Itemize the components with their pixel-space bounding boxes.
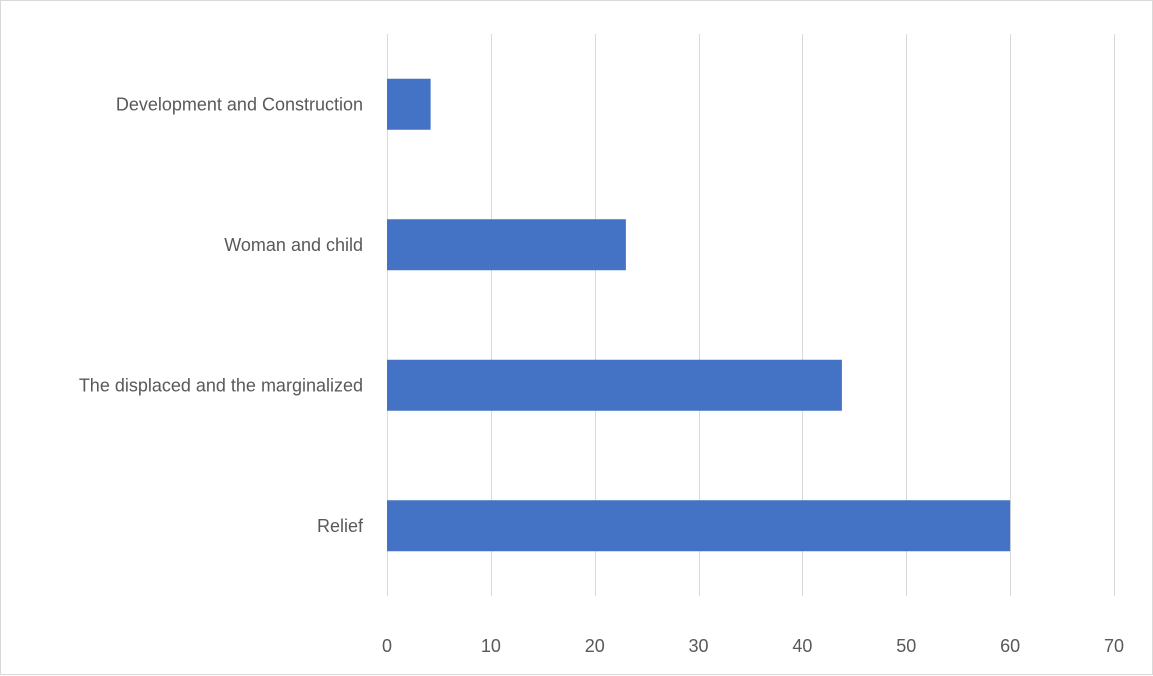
gridlines [387, 34, 1115, 596]
bar-relief [387, 500, 1011, 552]
bar-the-displaced-and-the-marginalized [387, 359, 842, 411]
bar-woman-and-child [387, 219, 626, 271]
x-tick-label: 40 [792, 636, 812, 656]
category-label: Woman and child [224, 235, 363, 255]
x-tick-label: 30 [689, 636, 709, 656]
category-labels: Development and Construction Woman and ch… [79, 94, 364, 536]
x-axis-tick-labels: 0 10 20 30 40 50 60 70 [382, 636, 1124, 656]
category-label: The displaced and the marginalized [79, 375, 363, 395]
category-label: Development and Construction [116, 94, 363, 114]
x-tick-label: 50 [896, 636, 916, 656]
bars [387, 78, 1011, 552]
x-tick-label: 70 [1104, 636, 1124, 656]
x-tick-label: 10 [481, 636, 501, 656]
bar-development-and-construction [387, 78, 431, 130]
x-tick-label: 60 [1000, 636, 1020, 656]
category-label: Relief [317, 516, 364, 536]
x-tick-label: 0 [382, 636, 392, 656]
x-tick-label: 20 [585, 636, 605, 656]
